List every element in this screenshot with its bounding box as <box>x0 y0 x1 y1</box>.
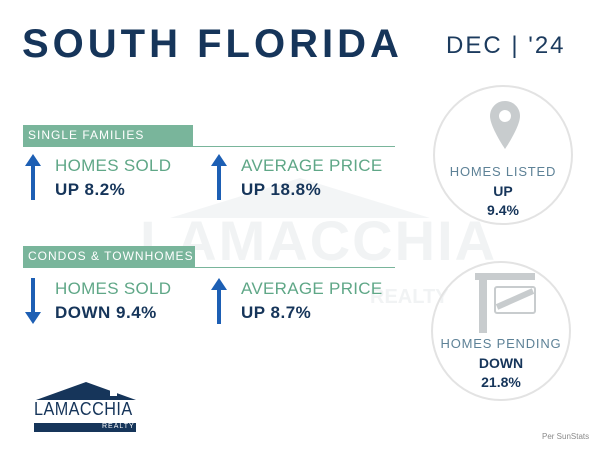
watermark: LAMACCHIA REALTY <box>130 178 495 318</box>
arrow-down-icon <box>25 278 41 324</box>
homes-pending-label: HOMES PENDING <box>440 336 562 351</box>
section-rule-condos <box>23 267 395 268</box>
homes-pending-value: 21.8% <box>481 374 521 390</box>
homes-pending-circle: HOMES PENDING DOWN 21.8% <box>431 261 571 401</box>
homes-listed-value: 9.4% <box>487 202 519 218</box>
section-bar-condos: CONDOS & TOWNHOMES <box>23 246 195 267</box>
watermark-name: LAMACCHIA <box>140 209 498 272</box>
single-average-price-label: AVERAGE PRICE <box>241 156 383 175</box>
single-homes-sold-label: HOMES SOLD <box>55 156 172 175</box>
section-bar-single-families: SINGLE FAMILIES <box>23 125 193 146</box>
page-title: SOUTH FLORIDA <box>22 22 403 66</box>
condo-homes-sold-label: HOMES SOLD <box>55 279 172 298</box>
arrow-up-icon <box>211 278 227 324</box>
condo-average-price-label: AVERAGE PRICE <box>241 279 383 298</box>
footnote: Per SunStats <box>542 432 590 441</box>
logo-roof <box>36 382 136 400</box>
watermark-sub: REALTY <box>370 286 449 308</box>
section-rule-single-families <box>23 146 395 147</box>
arrow-up-icon <box>211 154 227 200</box>
sign-post-icon <box>475 273 536 333</box>
logo-name: LAMACCHIA <box>34 399 133 419</box>
single-average-price-value: UP 18.8% <box>241 180 322 199</box>
homes-listed-circle: HOMES LISTED UP 9.4% <box>433 85 573 225</box>
homes-pending-direction: DOWN <box>478 355 524 371</box>
condo-average-price-value: UP 8.7% <box>241 303 312 322</box>
logo-underline <box>34 423 136 432</box>
single-homes-sold-value: UP 8.2% <box>55 180 126 199</box>
report-date: DEC | '24 <box>446 32 566 59</box>
arrow-up-icon <box>25 154 41 200</box>
homes-listed-label: HOMES LISTED <box>449 164 557 179</box>
company-logo: LAMACCHIA REALTY <box>32 380 140 436</box>
homes-listed-direction: UP <box>493 183 513 199</box>
map-pin-icon <box>490 101 520 149</box>
watermark-roof <box>170 178 430 218</box>
logo-sub: REALTY <box>102 423 135 430</box>
condo-homes-sold-value: DOWN 9.4% <box>55 303 157 322</box>
